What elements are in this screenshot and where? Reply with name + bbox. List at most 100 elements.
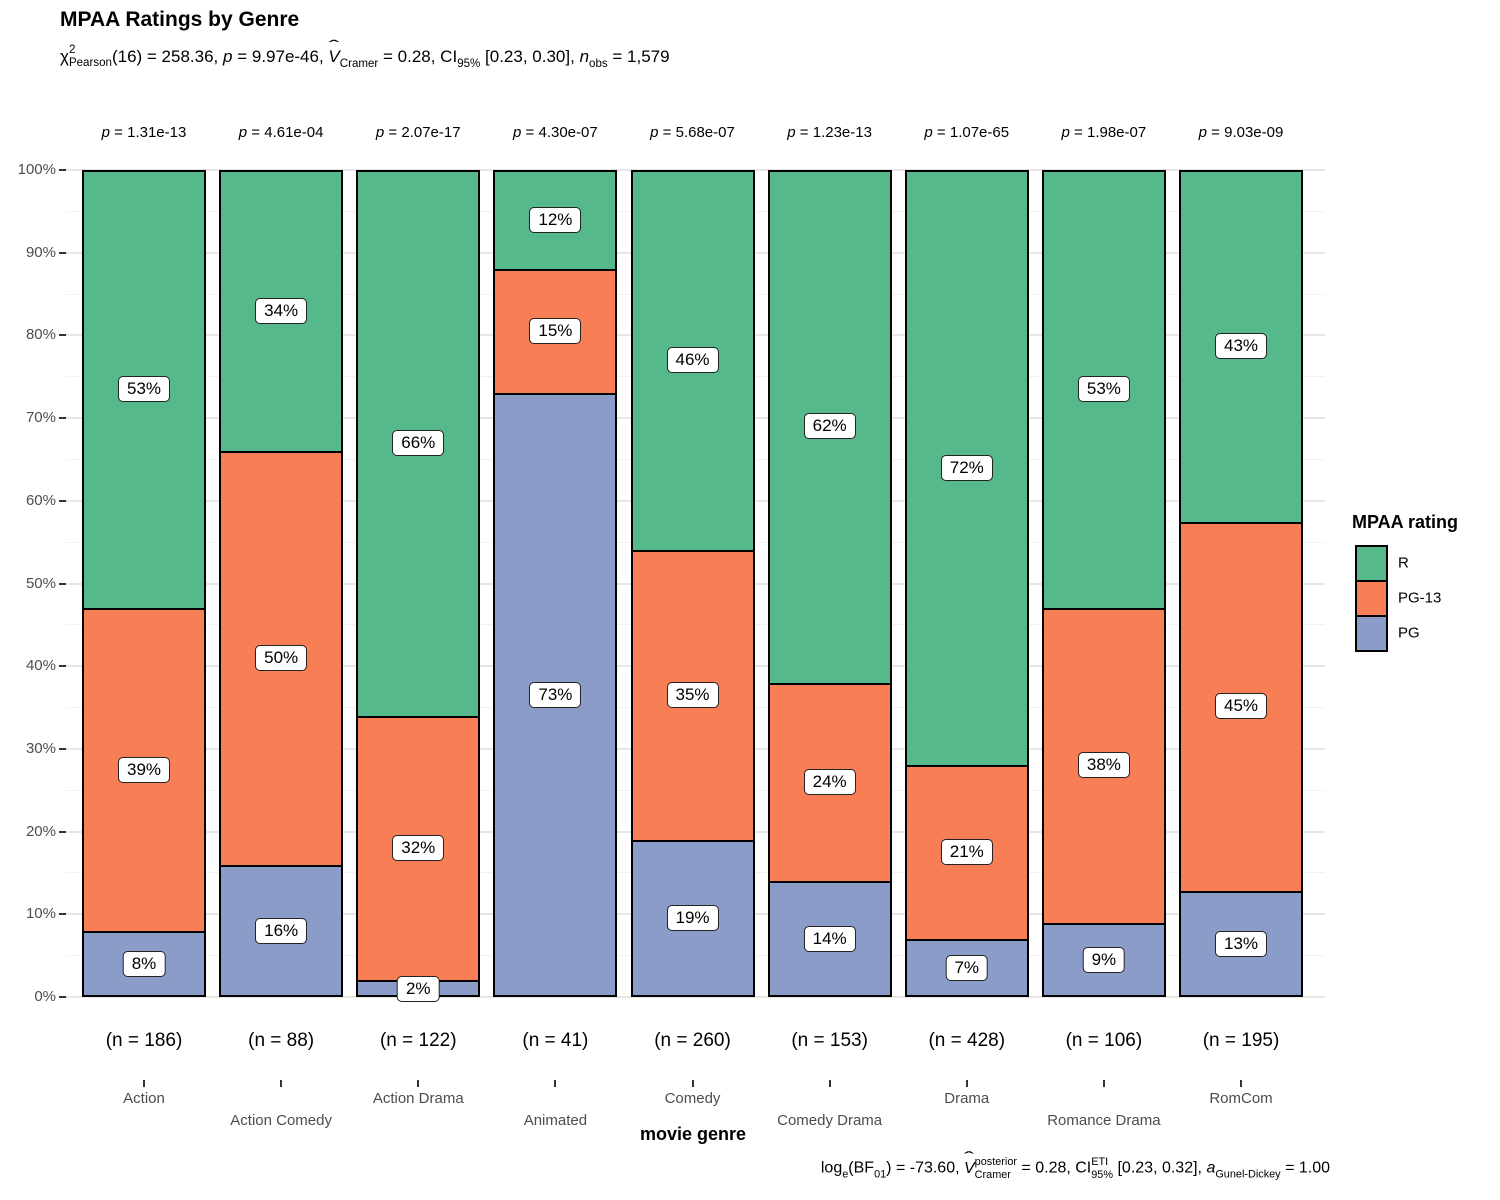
p-value-label: p = 4.61e-04 — [239, 124, 324, 141]
math-token: = 4.61e-04 — [247, 124, 324, 141]
y-tick-mark — [59, 913, 66, 916]
x-tick-mark — [691, 1080, 694, 1087]
bar-segment-label: 13% — [1214, 930, 1268, 957]
y-tick-mark — [59, 251, 66, 254]
x-tick-mark — [554, 1080, 557, 1087]
bar-segment-label: 9% — [1082, 946, 1126, 973]
sample-size-label: (n = 186) — [105, 1030, 183, 1051]
y-tick-label: 90% — [25, 243, 56, 261]
legend-item-label: PG-13 — [1398, 589, 1442, 607]
math-token: p — [375, 124, 385, 141]
math-token: = 2.07e-17 — [384, 124, 461, 141]
sample-size-label: (n = 88) — [248, 1030, 315, 1051]
bar-segment-label: 66% — [392, 429, 445, 456]
x-category-label: Comedy — [664, 1090, 721, 1107]
x-tick-mark — [828, 1080, 831, 1087]
x-category-label: Animated — [523, 1112, 588, 1129]
math-token: 95% — [457, 57, 481, 70]
x-tick-mark — [965, 1080, 968, 1087]
sample-size-label: (n = 428) — [928, 1030, 1006, 1051]
math-token: V — [964, 1160, 975, 1178]
y-tick-mark — [59, 996, 66, 998]
math-token: p — [924, 124, 933, 141]
math-token: Gunel-Dickey — [1215, 1168, 1281, 1181]
bar-segment-label: 72% — [940, 454, 993, 481]
bar-segment-label: 53% — [1077, 376, 1130, 403]
grid-major-line — [66, 996, 1325, 998]
y-tick-mark — [59, 830, 66, 833]
y-tick-label: 30% — [25, 739, 56, 757]
math-token: = 1.98e-07 — [1069, 124, 1147, 141]
x-tick-mark — [1102, 1080, 1105, 1087]
y-tick-mark — [59, 747, 66, 750]
x-tick-mark — [417, 1080, 420, 1087]
math-token: 2 Pearson — [68, 44, 112, 70]
p-value-label: p = 1.23e-13 — [787, 124, 872, 141]
math-token: [0.23, 0.30], — [480, 46, 580, 66]
bar-segment-label: 8% — [122, 950, 166, 977]
x-category-label: Drama — [944, 1090, 990, 1107]
math-token: = 1,579 — [607, 46, 670, 66]
bar-segment-label: 7% — [945, 955, 989, 982]
p-value-label: p = 1.07e-65 — [924, 124, 1009, 141]
p-value-label: p = 2.07e-17 — [376, 124, 461, 141]
chart-caption: loge(BF01) = -73.60, VposteriorCramer = … — [821, 1156, 1330, 1181]
y-tick-label: 50% — [25, 574, 56, 592]
y-tick-label: 70% — [25, 409, 56, 427]
math-token: = 5.68e-07 — [658, 124, 735, 141]
math-token: = 0.28, CI — [378, 46, 458, 66]
p-value-label: p = 5.68e-07 — [650, 124, 735, 141]
math-token: p — [1198, 124, 1208, 141]
sample-size-label: (n = 41) — [522, 1030, 589, 1051]
x-category-label: RomCom — [1209, 1090, 1273, 1107]
math-token: = 1.31e-13 — [110, 124, 187, 141]
x-category-label: Action Comedy — [230, 1112, 332, 1129]
x-category-label: Action Drama — [372, 1090, 464, 1107]
page-title: MPAA Ratings by Genre — [60, 8, 300, 31]
p-value-label: p = 9.03e-09 — [1199, 124, 1284, 141]
math-token: p — [238, 124, 248, 141]
math-token: posterior Cramer — [974, 1156, 1017, 1181]
y-tick-label: 0% — [34, 988, 56, 1005]
math-token: p — [513, 124, 522, 141]
math-token: (BF — [848, 1159, 875, 1177]
y-tick-label: 100% — [17, 161, 56, 178]
math-token: p — [787, 124, 796, 141]
bar-segment-label: 45% — [1214, 693, 1268, 720]
math-token: p — [223, 46, 233, 66]
sample-size-label: (n = 260) — [654, 1030, 731, 1051]
math-token: 01 — [874, 1168, 887, 1181]
math-token: p — [650, 124, 659, 141]
math-token: = 9.97e-46, — [232, 46, 329, 66]
x-tick-mark — [143, 1080, 145, 1087]
bar-segment-label: 46% — [666, 347, 719, 374]
math-token: χ — [60, 46, 69, 66]
bar-segment-label: 34% — [255, 297, 308, 324]
math-token: = 1.07e-65 — [932, 124, 1010, 141]
y-tick-mark — [59, 582, 66, 585]
bar-segment — [904, 939, 1029, 997]
x-tick-mark — [1240, 1080, 1242, 1087]
math-token: = 1.00 — [1280, 1159, 1330, 1177]
bar-segment-label: 2% — [396, 975, 440, 1002]
p-value-label: p = 4.30e-07 — [513, 124, 598, 141]
sample-size-label: (n = 195) — [1202, 1030, 1280, 1051]
bar-segment-label: 35% — [666, 682, 719, 709]
legend-swatch — [1355, 580, 1388, 617]
legend-item-label: R — [1398, 554, 1409, 572]
x-axis-title: movie genre — [639, 1124, 747, 1144]
bar-segment-label: 19% — [666, 905, 719, 932]
y-tick-mark — [59, 169, 66, 171]
sample-size-label: (n = 106) — [1065, 1030, 1143, 1051]
bar-segment-label: 15% — [529, 318, 582, 345]
legend-title: MPAA rating — [1352, 512, 1458, 532]
y-tick-mark — [59, 334, 66, 337]
y-tick-label: 20% — [25, 822, 56, 840]
bar-segment-label: 38% — [1077, 752, 1130, 779]
bar-segment-label: 73% — [529, 682, 582, 709]
math-token: e — [842, 1168, 849, 1181]
x-category-label: Romance Drama — [1047, 1112, 1161, 1129]
math-token: V — [328, 47, 339, 67]
